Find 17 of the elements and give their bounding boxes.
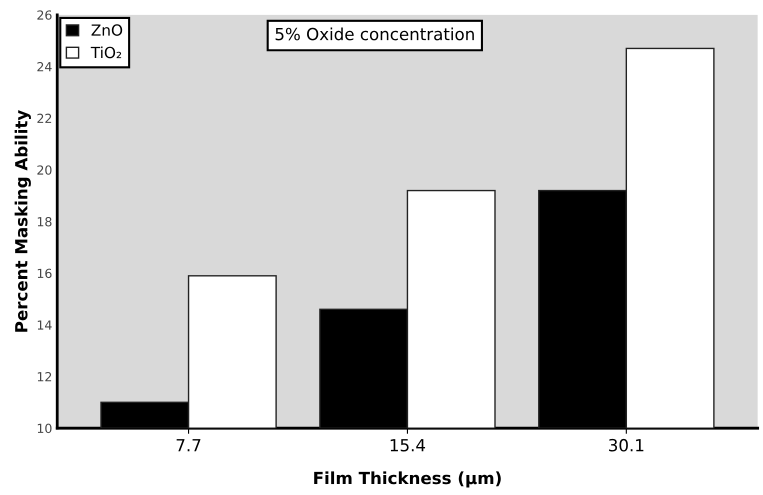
y-tick-label: 12 <box>38 372 52 382</box>
y-tick-label: 18 <box>38 216 52 226</box>
y-tick-label: 22 <box>37 114 52 123</box>
y-tick-label: 20 <box>37 165 52 175</box>
y-tick-label: 10 <box>38 424 52 434</box>
y-axis-title: Percent Masking Ability <box>14 110 31 332</box>
y-tick-label: 14 <box>38 320 52 330</box>
x-tick-label: 30.1 <box>609 438 644 452</box>
legend-label: TiO₂ <box>90 46 122 58</box>
y-tick-label: 26 <box>37 10 52 20</box>
x-tick-label: 15.4 <box>390 439 426 452</box>
legend-label: ZnO <box>92 24 122 36</box>
x-axis-title: Film Thickness (µm) <box>314 471 501 488</box>
x-tick-label: 7.7 <box>176 439 200 452</box>
annotation: 5% Oxide concentration <box>276 27 474 40</box>
y-tick-label: 16 <box>38 268 52 278</box>
y-tick-label: 24 <box>37 62 52 72</box>
